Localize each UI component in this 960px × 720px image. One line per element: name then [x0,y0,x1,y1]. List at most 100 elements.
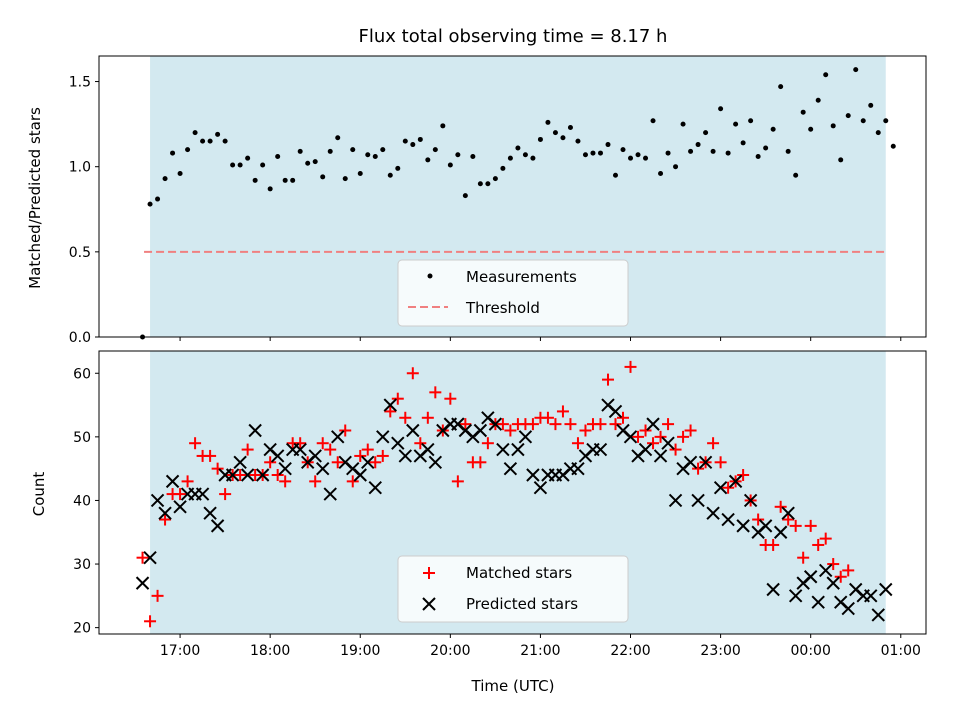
measurement-point [162,176,168,182]
plot-frame [98,350,927,635]
x-tick-label: 18:00 [250,643,290,659]
measurement-point [477,181,483,187]
predicted-point [691,493,705,508]
x-tick-label: 22:00 [610,643,650,659]
predicted-point [165,474,180,489]
top-y-axis-label: Matched/Predicted stars [26,107,44,289]
y-tick-label: 60 [73,366,91,382]
predicted-point [173,500,187,514]
predicted-point [225,468,240,482]
measurement-point [350,147,356,153]
predicted-point [818,563,833,578]
predicted-point [511,442,525,457]
plot-frame [98,55,927,338]
predicted-point [143,550,157,565]
measurement-point [297,148,303,154]
predicted-point [788,589,803,603]
y-tick-label: 50 [73,430,91,446]
legend-predicted: Predicted stars [466,595,578,613]
matched-point [144,615,157,628]
predicted-point [766,582,780,597]
measurements-legend-marker [427,273,433,279]
measurement-point [177,171,183,177]
measurement-point [267,186,273,192]
predicted-point [841,601,855,616]
y-tick-label: 30 [73,557,91,573]
predicted-legend-marker [422,597,436,611]
matched-point [211,462,224,475]
measurement-point [252,177,258,183]
measurement-point [635,152,641,158]
measurement-point [883,118,889,124]
predicted-point [758,519,773,533]
matched-point [834,570,847,583]
matched-point [369,456,382,469]
measurement-point [342,176,348,182]
predicted-point [248,423,262,438]
matched-point [339,424,352,437]
measurement-point [380,147,386,153]
measurement-point [417,136,423,142]
measurement-point [590,150,596,156]
predicted-point [398,449,413,463]
predicted-point [391,436,405,450]
measurement-point [658,171,664,177]
matched-point [459,418,472,431]
predicted-point [736,519,750,533]
matched-point [617,411,630,424]
predicted-point [316,461,330,476]
matched-point [556,405,569,418]
x-tick-label: 01:00 [881,643,921,659]
matched-point [496,418,509,431]
measurement-point [710,148,716,154]
x-axis-label: Time (UTC) [471,677,555,695]
measurement-point [215,131,221,137]
matched-point [331,456,344,469]
measurement-point [770,126,776,132]
predicted-point [638,442,653,457]
matched-point [541,411,554,424]
matched-point [346,475,359,488]
measurement-point [643,155,649,161]
measurement-point [207,138,213,144]
predicted-point [743,493,758,508]
measurement-point [560,135,566,141]
matched-point [324,443,337,456]
predicted-point [706,506,720,520]
predicted-point [203,506,217,520]
measurement-point [507,155,513,161]
measurement-point [845,113,851,119]
measurement-point [365,152,371,158]
bottom-legend: Matched stars Predicted stars [397,555,629,623]
matched-legend-marker [423,567,435,579]
matched-point [474,456,487,469]
measurement-point [192,130,198,136]
matched-point [707,437,720,450]
y-tick-label: 0.0 [69,330,91,346]
predicted-point [826,576,840,590]
predicted-point [255,468,270,482]
predicted-point [240,468,255,482]
predicted-point [781,506,795,520]
predicted-point [308,449,322,463]
predicted-point [158,506,172,520]
matched-point [654,430,667,443]
matched-point [677,430,690,443]
measurement-point [425,157,431,163]
measurement-point [552,130,558,136]
matched-point [391,392,404,405]
x-tick-label: 00:00 [791,643,831,659]
matched-point [204,449,217,462]
matched-point [234,469,247,482]
matched-point [639,424,652,437]
legend-threshold: Threshold [465,299,540,317]
predicted-point [428,455,443,469]
measurement-point [695,142,701,148]
measurement-point [718,106,724,112]
measurement-point [785,148,791,154]
matched-point [752,513,765,526]
measurement-point [462,193,468,199]
matched-point [414,437,427,450]
measurement-point [808,126,814,132]
